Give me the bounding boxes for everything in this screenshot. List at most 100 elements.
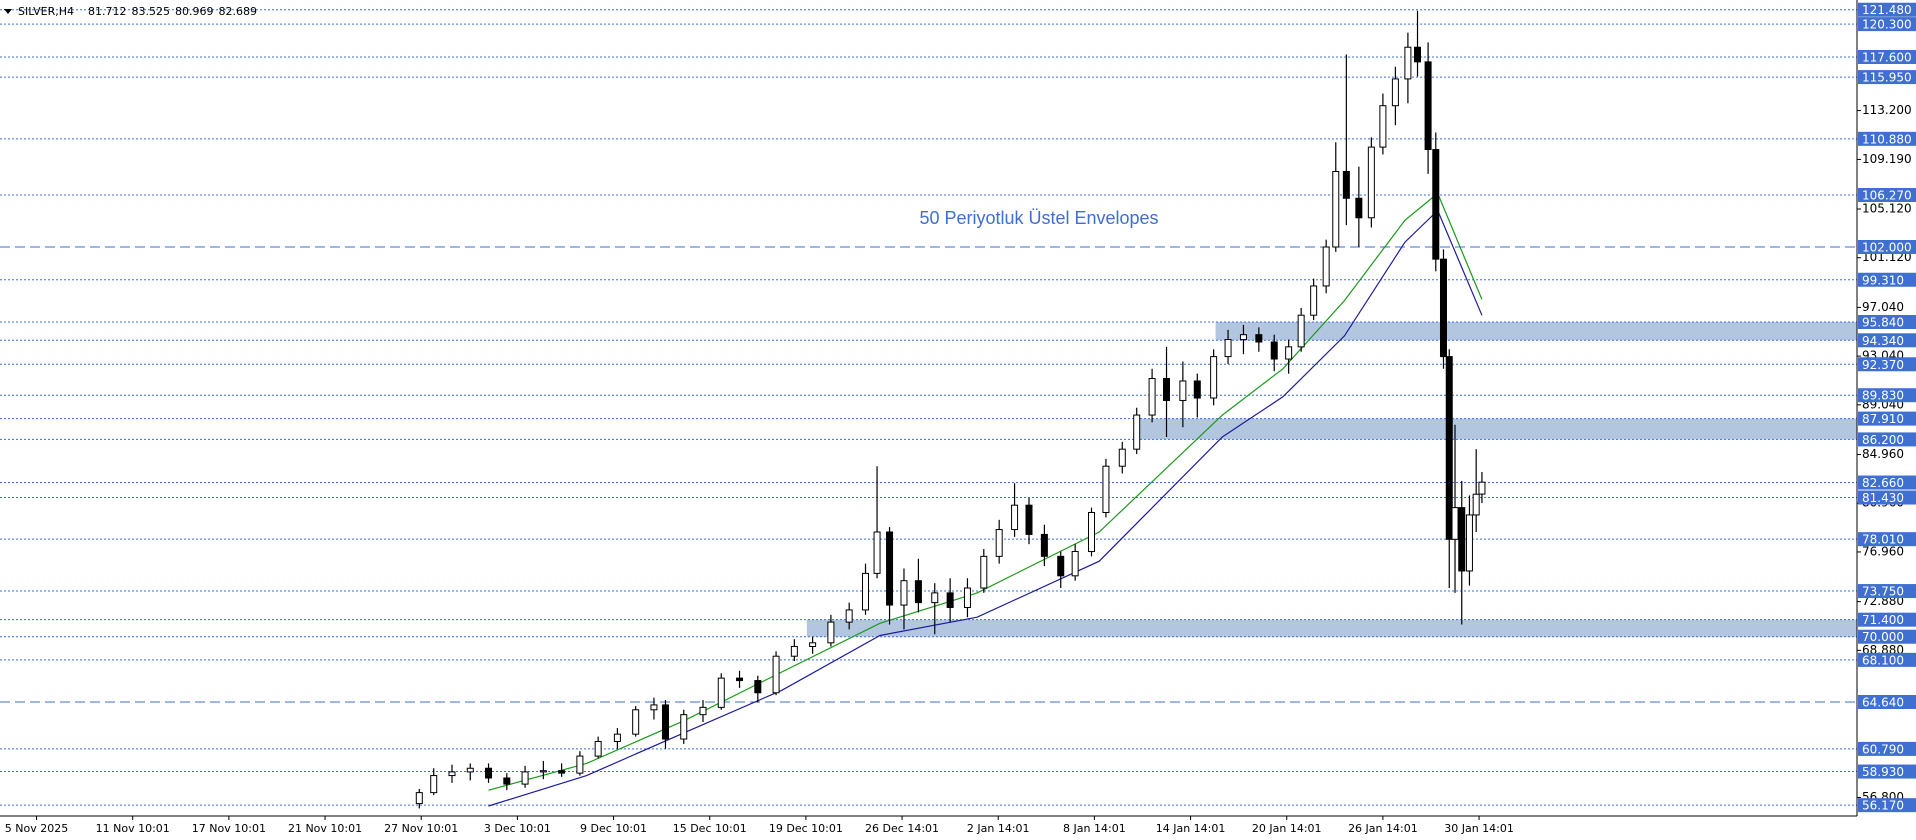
level-label-box [1858, 2, 1916, 17]
candle-body [1148, 378, 1156, 416]
x-tick-label: 27 Nov 10:01 [384, 822, 458, 835]
candle-body [1439, 258, 1447, 358]
candle-body [1355, 197, 1363, 219]
zone [1215, 322, 1857, 341]
candle-body [1210, 356, 1218, 399]
candle-body [736, 677, 744, 682]
level-label-box [1858, 612, 1916, 627]
x-tick-label: 14 Jan 14:01 [1156, 822, 1226, 835]
label-layer: 81.712 83.525 80.969 82.689 113.200 109.190 10… [5, 2, 1916, 835]
candle-body [1367, 146, 1375, 219]
candle-body [1458, 507, 1466, 572]
level-label-box [1858, 432, 1916, 447]
x-tick-label: 8 Jan 14:01 [1063, 822, 1126, 835]
candle-body [754, 680, 762, 694]
level-label: 121.480 [1862, 3, 1912, 17]
x-tick-label: 17 Nov 10:01 [192, 822, 266, 835]
candle-body [1451, 507, 1459, 540]
candle-body [963, 587, 971, 608]
level-label: 71.400 [1862, 613, 1904, 627]
level-label-box [1858, 490, 1916, 505]
candle-body [521, 771, 529, 785]
candle-body [827, 621, 835, 644]
candle-body [466, 767, 474, 773]
candle-body [946, 592, 954, 608]
candle-body [1088, 511, 1096, 552]
x-tick-label: 11 Nov 10:01 [96, 822, 170, 835]
candle-body [1133, 414, 1141, 450]
candle-body [772, 655, 780, 694]
zone [1136, 418, 1857, 440]
level-label: 56.170 [1862, 799, 1904, 813]
level-label: 94.340 [1862, 334, 1904, 348]
x-tick-label: 30 Jan 14:01 [1444, 822, 1514, 835]
y-tick-label: 105.120 [1862, 201, 1912, 215]
level-label: 92.370 [1862, 358, 1904, 372]
candle-body [809, 642, 817, 647]
level-label: 64.640 [1862, 696, 1904, 710]
candle-body [1310, 285, 1318, 316]
candle-body [1102, 465, 1110, 513]
level-label: 99.310 [1862, 273, 1904, 287]
candle-body [1478, 481, 1486, 495]
level-label: 89.830 [1862, 389, 1904, 403]
header-value: 81.712 [88, 5, 127, 18]
candle-body [1445, 356, 1453, 540]
candle-body [1342, 170, 1350, 199]
candle-body [1057, 555, 1065, 577]
x-tick-label: 20 Jan 14:01 [1252, 822, 1322, 835]
level-label-box [1858, 798, 1916, 813]
level-label-box [1858, 239, 1916, 254]
level-label-box [1858, 652, 1916, 667]
candle-body [415, 792, 423, 805]
candle-body [1025, 504, 1033, 535]
level-label-box [1858, 741, 1916, 756]
level-label-box [1858, 584, 1916, 599]
y-tick-label: 109.190 [1862, 152, 1912, 166]
candle-body [1465, 514, 1473, 572]
level-label: 106.270 [1862, 188, 1912, 202]
annotation: 50 Periyotluk Üstel Envelopes [919, 208, 1158, 228]
level-label-box [1858, 532, 1916, 547]
x-tick-label: 21 Nov 10:01 [288, 822, 362, 835]
candle-body [717, 677, 725, 708]
level-label: 115.950 [1862, 71, 1912, 85]
candle-body [1414, 46, 1422, 63]
candle-body [1424, 61, 1432, 151]
candle-body [430, 775, 438, 794]
header-value: 80.969 [175, 5, 214, 18]
candle-body [914, 580, 922, 604]
candle-body [980, 555, 988, 589]
level-label: 70.000 [1862, 630, 1904, 644]
candle-body [1193, 380, 1201, 399]
level-label: 82.660 [1862, 476, 1904, 490]
x-tick-label: 2 Jan 14:01 [967, 822, 1030, 835]
level-label-box [1858, 475, 1916, 490]
level-label: 73.750 [1862, 585, 1904, 599]
candle-body [1432, 149, 1440, 260]
candle-body [1239, 334, 1247, 341]
level-label: 117.600 [1862, 50, 1912, 64]
candle-body [1391, 78, 1399, 107]
header-symbol: SILVER,H4 [18, 5, 74, 18]
level-label: 102.000 [1862, 240, 1912, 254]
candle-body [1322, 246, 1330, 287]
candle-body [1404, 46, 1412, 80]
candle-body [900, 580, 908, 606]
candle-body [661, 704, 669, 740]
candle-body [1179, 380, 1187, 401]
background-layer [0, 9, 1858, 806]
candle-body [485, 767, 493, 779]
level-label-box [1858, 131, 1916, 146]
level-label-box [1858, 357, 1916, 372]
candle-body [1472, 493, 1480, 516]
level-label: 120.300 [1862, 18, 1912, 32]
candle-body [1297, 314, 1305, 348]
candle-body [680, 714, 688, 740]
level-label: 60.790 [1862, 742, 1904, 756]
x-tick-label: 19 Dec 10:01 [769, 822, 843, 835]
candle-body [1224, 339, 1232, 358]
level-label: 95.840 [1862, 316, 1904, 330]
level-label: 86.200 [1862, 433, 1904, 447]
